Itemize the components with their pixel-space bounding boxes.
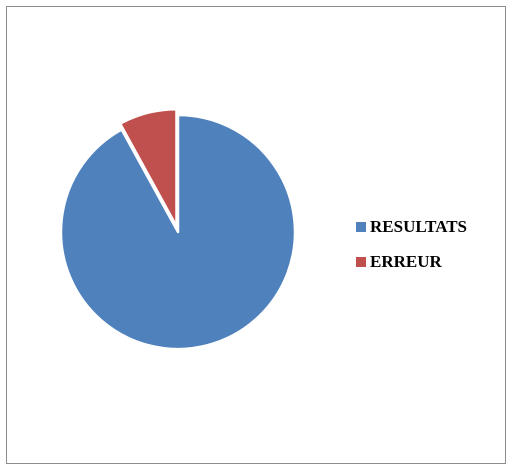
pie-slice-resultats: [59, 113, 297, 351]
pie-slice-erreur: [118, 107, 178, 228]
legend-label-resultats: RESULTATS: [370, 217, 468, 236]
pie-chart: [59, 107, 297, 351]
legend-item-resultats: RESULTATS: [356, 217, 467, 237]
legend-swatch-erreur: [356, 257, 366, 267]
legend: RESULTATS ERREUR: [356, 217, 467, 287]
legend-item-erreur: ERREUR: [356, 252, 467, 272]
chart-frame: RESULTATS ERREUR: [6, 6, 506, 464]
legend-label-erreur: ERREUR: [370, 252, 442, 271]
legend-swatch-resultats: [356, 222, 366, 232]
